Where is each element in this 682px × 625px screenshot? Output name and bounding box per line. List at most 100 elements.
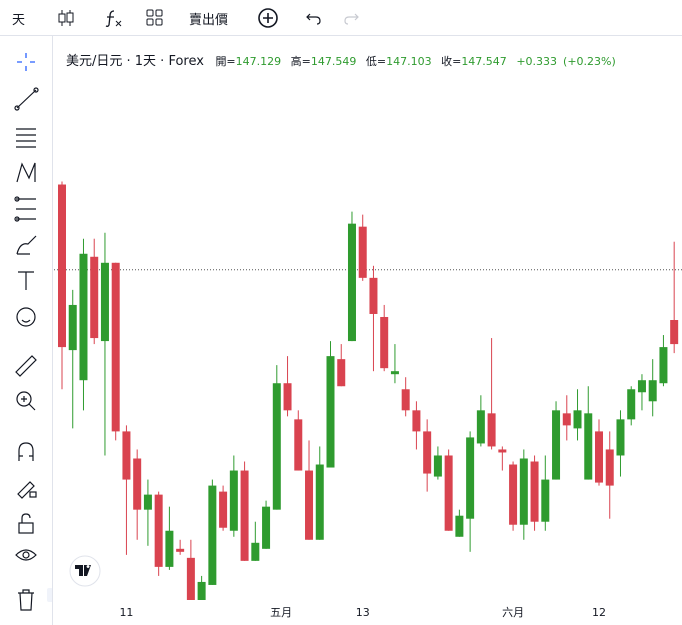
legend-header: 美元/日元 · 1天 · Forex 開=147.129 高=147.549 低…	[66, 50, 622, 69]
candle-body	[58, 184, 66, 348]
magnet-tool[interactable]	[18, 442, 34, 461]
candle-body	[659, 347, 668, 384]
x-tick-label: 五月	[270, 606, 292, 619]
candle-body	[616, 419, 625, 456]
candle-body	[272, 383, 281, 510]
candle-body	[143, 494, 152, 510]
candle-body	[487, 413, 496, 447]
change: +0.333	[516, 55, 558, 68]
candle-body	[530, 461, 539, 522]
x-tick-label: 12	[592, 606, 606, 619]
candle-body	[68, 304, 77, 351]
candle-body	[519, 458, 528, 525]
close-value: 147.547	[461, 55, 507, 68]
emoji-tool[interactable]	[16, 307, 36, 327]
interval-button[interactable]: 天	[12, 13, 26, 28]
low-value: 147.103	[386, 55, 432, 68]
candle-body	[562, 413, 571, 426]
candle-body	[283, 383, 292, 411]
crosshair-tool[interactable]	[17, 53, 35, 71]
add-button[interactable]	[257, 7, 279, 29]
candle-body	[573, 410, 582, 429]
x-tick-label: 11	[119, 606, 133, 619]
candle-body	[79, 253, 88, 381]
candle-body	[605, 449, 614, 486]
open-value: 147.129	[235, 55, 282, 68]
projection-tool[interactable]	[14, 196, 36, 222]
candle-body	[208, 485, 217, 585]
candle-body	[229, 470, 238, 531]
symbol: 美元/日元 · 1天 · Forex	[66, 54, 204, 69]
candle-body	[305, 470, 314, 540]
x-tick-label: 13	[356, 606, 370, 619]
candle-body	[541, 479, 550, 522]
high-label: 高=	[290, 55, 311, 68]
candle-body	[466, 437, 475, 519]
low-label: 低=	[365, 55, 387, 68]
candle-body	[219, 491, 228, 528]
top-toolbar: 天 賣出價	[0, 0, 682, 36]
candle-body	[552, 410, 561, 480]
open-label: 開=	[215, 55, 236, 68]
lock-drawing-tool[interactable]	[17, 481, 37, 499]
candle-body	[444, 455, 453, 531]
collapse-tab[interactable]	[47, 588, 53, 602]
candle-body	[390, 371, 399, 375]
candle-body	[347, 223, 356, 342]
zoom-tool[interactable]	[16, 391, 36, 411]
candle-body	[315, 464, 324, 540]
candle-body	[455, 515, 464, 537]
chart-type-button[interactable]	[56, 8, 76, 28]
candle-body	[337, 359, 346, 387]
drawing-toolbar	[0, 36, 53, 625]
change-pct: (+0.23%)	[563, 55, 616, 68]
delete-tool[interactable]	[18, 589, 34, 611]
x-tick-label: 六月	[502, 606, 524, 619]
pattern-tool[interactable]	[16, 162, 36, 183]
candle-body	[627, 389, 636, 420]
candle-body	[176, 548, 185, 552]
text-tool[interactable]	[18, 271, 34, 290]
candle-body	[369, 277, 378, 314]
trend-line-tool[interactable]	[14, 87, 39, 111]
candle-body	[251, 542, 260, 561]
redo-button[interactable]	[342, 9, 360, 27]
visibility-tool[interactable]	[15, 549, 37, 561]
candle-body	[498, 449, 507, 453]
candle-body	[294, 419, 303, 471]
high-value: 147.549	[310, 55, 357, 68]
tv-logo	[69, 555, 101, 587]
candle-body	[186, 557, 195, 600]
candle-body	[670, 320, 679, 345]
candle-body	[358, 226, 367, 278]
candle-body	[326, 356, 335, 468]
fib-tool[interactable]	[16, 128, 36, 148]
candle-body	[100, 262, 109, 342]
candle-body	[423, 431, 432, 474]
candle-body	[122, 431, 131, 480]
candle-body	[401, 389, 410, 411]
candle-body	[595, 431, 603, 483]
logo-mark	[75, 565, 91, 576]
price-type-button[interactable]: 賣出價	[189, 13, 229, 28]
measure-tool[interactable]	[15, 355, 37, 377]
indicators-button[interactable]	[104, 8, 124, 28]
candle-body	[154, 494, 163, 567]
candle-body	[433, 455, 442, 477]
lock-tool[interactable]	[18, 513, 34, 534]
candle-body	[648, 380, 657, 402]
drawing-tools	[14, 53, 53, 611]
candle-body	[476, 410, 485, 444]
undo-button[interactable]	[305, 9, 323, 27]
candle-body	[133, 458, 142, 510]
candle-body	[165, 530, 174, 567]
candle-body	[412, 410, 421, 432]
candle-body	[509, 464, 518, 525]
brush-tool[interactable]	[16, 235, 37, 255]
candle-body	[584, 413, 593, 480]
candle-body	[380, 316, 389, 369]
layout-button[interactable]	[145, 8, 165, 28]
candle-body	[240, 470, 249, 561]
candle-body	[111, 262, 120, 432]
